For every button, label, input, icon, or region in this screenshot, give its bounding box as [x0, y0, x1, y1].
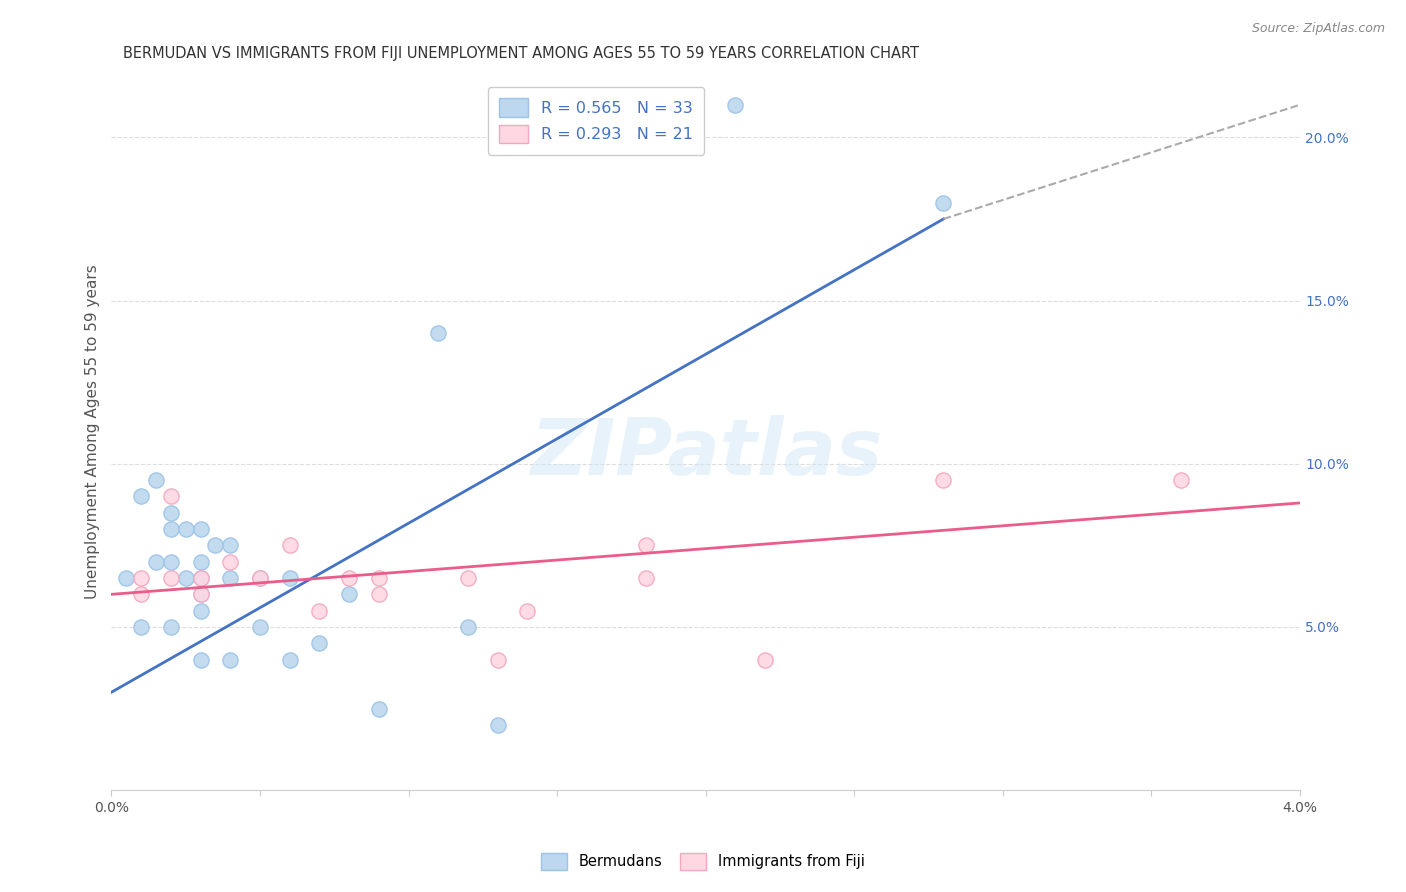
- Point: [337, 571, 360, 585]
- Point: [367, 701, 389, 715]
- Point: [367, 587, 389, 601]
- Point: [219, 652, 242, 666]
- Point: [129, 571, 152, 585]
- Point: [486, 652, 509, 666]
- Point: [160, 506, 183, 520]
- Point: [516, 604, 538, 618]
- Text: ZIPatlas: ZIPatlas: [530, 415, 882, 491]
- Point: [636, 538, 658, 552]
- Point: [367, 571, 389, 585]
- Text: Source: ZipAtlas.com: Source: ZipAtlas.com: [1251, 22, 1385, 36]
- Legend: Bermudans, Immigrants from Fiji: Bermudans, Immigrants from Fiji: [536, 847, 870, 876]
- Point: [486, 718, 509, 732]
- Point: [190, 571, 212, 585]
- Point: [190, 652, 212, 666]
- Point: [249, 571, 271, 585]
- Point: [249, 571, 271, 585]
- Point: [636, 571, 658, 585]
- Point: [427, 326, 450, 341]
- Point: [457, 571, 479, 585]
- Point: [1170, 473, 1192, 487]
- Point: [160, 571, 183, 585]
- Point: [932, 473, 955, 487]
- Point: [190, 522, 212, 536]
- Point: [724, 97, 747, 112]
- Point: [204, 538, 226, 552]
- Point: [278, 652, 301, 666]
- Point: [219, 571, 242, 585]
- Point: [145, 473, 167, 487]
- Point: [932, 195, 955, 210]
- Point: [190, 587, 212, 601]
- Point: [278, 538, 301, 552]
- Point: [160, 490, 183, 504]
- Point: [129, 490, 152, 504]
- Point: [457, 620, 479, 634]
- Point: [190, 571, 212, 585]
- Point: [308, 604, 330, 618]
- Point: [174, 522, 197, 536]
- Point: [129, 620, 152, 634]
- Point: [160, 620, 183, 634]
- Point: [129, 587, 152, 601]
- Point: [219, 538, 242, 552]
- Point: [278, 571, 301, 585]
- Point: [190, 587, 212, 601]
- Point: [249, 620, 271, 634]
- Point: [190, 555, 212, 569]
- Point: [308, 636, 330, 650]
- Point: [160, 555, 183, 569]
- Text: BERMUDAN VS IMMIGRANTS FROM FIJI UNEMPLOYMENT AMONG AGES 55 TO 59 YEARS CORRELAT: BERMUDAN VS IMMIGRANTS FROM FIJI UNEMPLO…: [124, 46, 920, 62]
- Point: [145, 555, 167, 569]
- Point: [754, 652, 776, 666]
- Point: [219, 555, 242, 569]
- Y-axis label: Unemployment Among Ages 55 to 59 years: Unemployment Among Ages 55 to 59 years: [86, 264, 100, 599]
- Legend: R = 0.565   N = 33, R = 0.293   N = 21: R = 0.565 N = 33, R = 0.293 N = 21: [488, 87, 704, 154]
- Point: [160, 522, 183, 536]
- Point: [174, 571, 197, 585]
- Point: [115, 571, 138, 585]
- Point: [337, 587, 360, 601]
- Point: [190, 604, 212, 618]
